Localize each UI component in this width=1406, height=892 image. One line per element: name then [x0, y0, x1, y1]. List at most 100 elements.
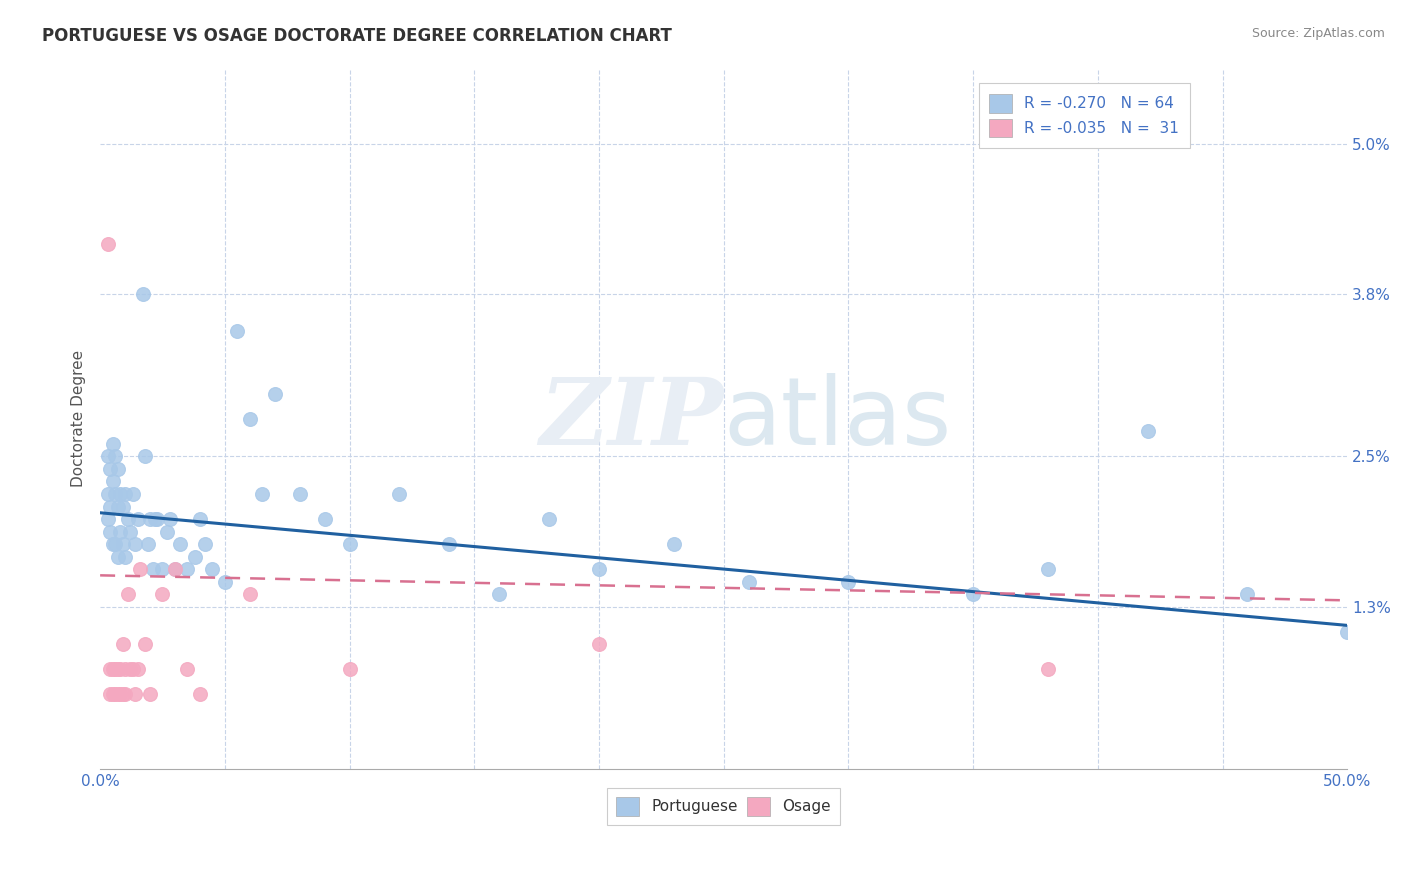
Point: [114, 549, 136, 564]
Point: [131, 286, 153, 301]
Point: [1336, 624, 1358, 639]
Point: [101, 437, 124, 451]
Text: atlas: atlas: [724, 373, 952, 465]
Point: [129, 562, 152, 576]
Point: [111, 500, 134, 514]
Legend: Portuguese, Osage: Portuguese, Osage: [607, 788, 841, 825]
Point: [488, 587, 510, 601]
Point: [226, 324, 249, 338]
Point: [127, 512, 149, 526]
Point: [98, 662, 121, 676]
Point: [339, 537, 361, 551]
Point: [107, 662, 129, 676]
Point: [97, 450, 120, 464]
Point: [1036, 662, 1059, 676]
Point: [107, 687, 129, 701]
Point: [98, 687, 121, 701]
Point: [98, 500, 121, 514]
Point: [176, 562, 198, 576]
Text: ZIP: ZIP: [540, 374, 724, 464]
Point: [1036, 562, 1059, 576]
Point: [188, 512, 211, 526]
Point: [163, 562, 186, 576]
Point: [117, 512, 139, 526]
Point: [121, 662, 143, 676]
Point: [239, 412, 262, 426]
Point: [120, 524, 142, 539]
Point: [124, 687, 146, 701]
Point: [152, 562, 174, 576]
Point: [101, 475, 124, 489]
Text: Source: ZipAtlas.com: Source: ZipAtlas.com: [1251, 27, 1385, 40]
Point: [252, 487, 274, 501]
Point: [662, 537, 685, 551]
Point: [188, 687, 211, 701]
Point: [124, 537, 146, 551]
Point: [114, 487, 136, 501]
Point: [111, 687, 134, 701]
Point: [104, 450, 127, 464]
Point: [388, 487, 411, 501]
Point: [121, 487, 143, 501]
Point: [139, 512, 162, 526]
Point: [962, 587, 984, 601]
Point: [98, 462, 121, 476]
Point: [107, 462, 129, 476]
Point: [134, 450, 156, 464]
Point: [201, 562, 224, 576]
Point: [141, 562, 163, 576]
Point: [108, 487, 131, 501]
Point: [163, 562, 186, 576]
Point: [101, 662, 124, 676]
Point: [194, 537, 217, 551]
Point: [263, 387, 285, 401]
Point: [104, 537, 127, 551]
Point: [101, 537, 124, 551]
Point: [114, 687, 136, 701]
Point: [159, 512, 181, 526]
Point: [737, 574, 759, 589]
Point: [837, 574, 859, 589]
Point: [146, 512, 169, 526]
Point: [108, 662, 131, 676]
Point: [107, 500, 129, 514]
Point: [120, 662, 142, 676]
Point: [97, 236, 120, 251]
Text: PORTUGUESE VS OSAGE DOCTORATE DEGREE CORRELATION CHART: PORTUGUESE VS OSAGE DOCTORATE DEGREE COR…: [42, 27, 672, 45]
Point: [339, 662, 361, 676]
Point: [152, 587, 174, 601]
Y-axis label: Doctorate Degree: Doctorate Degree: [72, 351, 86, 487]
Point: [97, 512, 120, 526]
Point: [288, 487, 311, 501]
Point: [127, 662, 149, 676]
Point: [239, 587, 262, 601]
Point: [104, 662, 127, 676]
Point: [97, 487, 120, 501]
Point: [104, 687, 127, 701]
Point: [134, 637, 156, 651]
Point: [136, 537, 159, 551]
Point: [108, 687, 131, 701]
Point: [101, 687, 124, 701]
Point: [143, 512, 166, 526]
Point: [111, 537, 134, 551]
Point: [184, 549, 207, 564]
Point: [176, 662, 198, 676]
Point: [107, 549, 129, 564]
Point: [98, 524, 121, 539]
Point: [111, 637, 134, 651]
Point: [588, 637, 610, 651]
Point: [104, 487, 127, 501]
Point: [139, 687, 162, 701]
Point: [314, 512, 336, 526]
Point: [214, 574, 236, 589]
Point: [114, 662, 136, 676]
Point: [538, 512, 561, 526]
Point: [108, 524, 131, 539]
Point: [1136, 425, 1159, 439]
Point: [1236, 587, 1258, 601]
Point: [117, 587, 139, 601]
Point: [156, 524, 179, 539]
Point: [169, 537, 191, 551]
Point: [439, 537, 461, 551]
